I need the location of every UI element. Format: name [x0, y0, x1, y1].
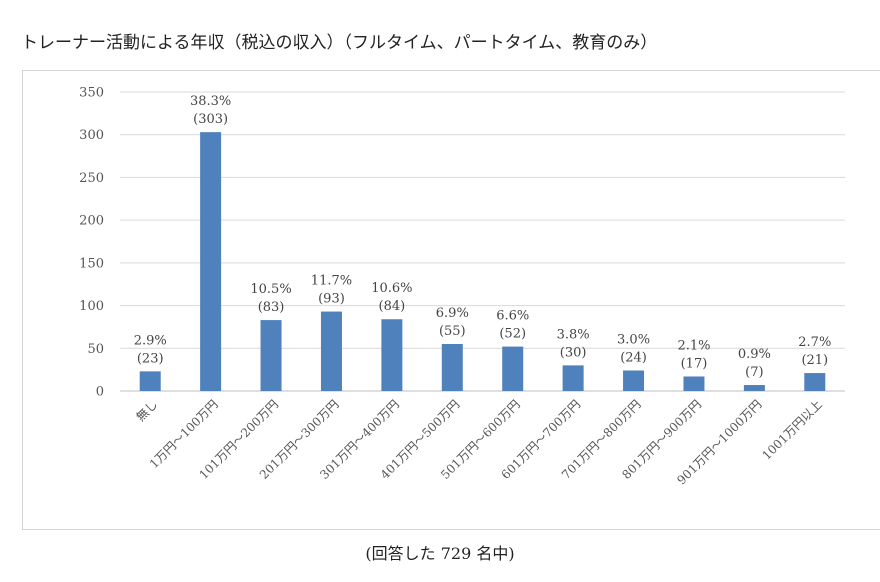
bar-chart: 0 50 100 150 200 250 300 350 2.9% (23) 38.3% (303)… — [79, 86, 845, 488]
y-tick-label: 0 — [96, 385, 104, 400]
bar — [623, 370, 645, 391]
bar — [502, 346, 524, 391]
percent-label: 10.5% — [250, 282, 291, 297]
count-label: (303) — [193, 112, 228, 127]
percent-label: 11.7% — [311, 274, 352, 289]
chart-caption: (回答した 729 名中) — [365, 544, 515, 563]
y-tick-label: 300 — [79, 128, 104, 143]
count-label: (84) — [379, 299, 406, 314]
count-label: (83) — [258, 300, 285, 315]
percent-label: 38.3% — [190, 94, 231, 109]
bar — [139, 371, 161, 391]
bar — [381, 319, 403, 391]
y-tick-label: 250 — [79, 171, 104, 186]
bar — [260, 320, 282, 391]
count-label: (24) — [620, 350, 647, 365]
count-label: (30) — [560, 345, 587, 360]
chart-title: トレーナー活動による年収（税込の収入）（フルタイム、パートタイム、教育のみ） — [21, 33, 658, 53]
y-axis-tick-labels: 0 50 100 150 200 250 300 350 — [79, 86, 104, 400]
chart-frame — [22, 70, 880, 530]
percent-label: 6.9% — [436, 306, 469, 321]
y-tick-label: 350 — [79, 86, 104, 101]
category-label: 無し — [133, 397, 161, 425]
percent-label: 2.9% — [134, 333, 167, 348]
bar — [441, 344, 463, 391]
percent-label: 3.0% — [617, 332, 650, 347]
percent-label: 2.1% — [677, 338, 710, 353]
percent-label: 6.6% — [496, 309, 529, 324]
count-label: (17) — [681, 356, 708, 371]
bar — [804, 373, 826, 391]
data-labels: 2.9% (23) 38.3% (303) 10.5% (83) 11.7% (93) 10.6… — [134, 94, 832, 380]
y-tick-label: 200 — [79, 214, 104, 229]
percent-label: 2.7% — [798, 335, 831, 350]
category-label: 1001万円以上 — [759, 397, 824, 462]
x-axis-category-labels: 無し1万円～100万円101万円～200万円201万円～300万円301万円～4… — [133, 397, 825, 488]
bars — [139, 132, 826, 391]
bar — [562, 365, 584, 391]
percent-label: 3.8% — [557, 327, 590, 342]
count-label: (23) — [137, 351, 164, 366]
count-label: (55) — [439, 324, 466, 339]
percent-label: 0.9% — [738, 347, 771, 362]
bar — [200, 132, 222, 391]
bar — [743, 385, 765, 391]
count-label: (7) — [745, 365, 763, 380]
gridlines — [120, 91, 845, 392]
percent-label: 10.6% — [371, 281, 412, 296]
y-tick-label: 50 — [87, 342, 104, 357]
count-label: (52) — [499, 327, 526, 342]
y-tick-label: 100 — [79, 299, 104, 314]
count-label: (93) — [318, 292, 345, 307]
count-label: (21) — [801, 353, 828, 368]
bar — [683, 376, 705, 391]
bar — [320, 311, 342, 391]
y-tick-label: 150 — [79, 256, 104, 271]
